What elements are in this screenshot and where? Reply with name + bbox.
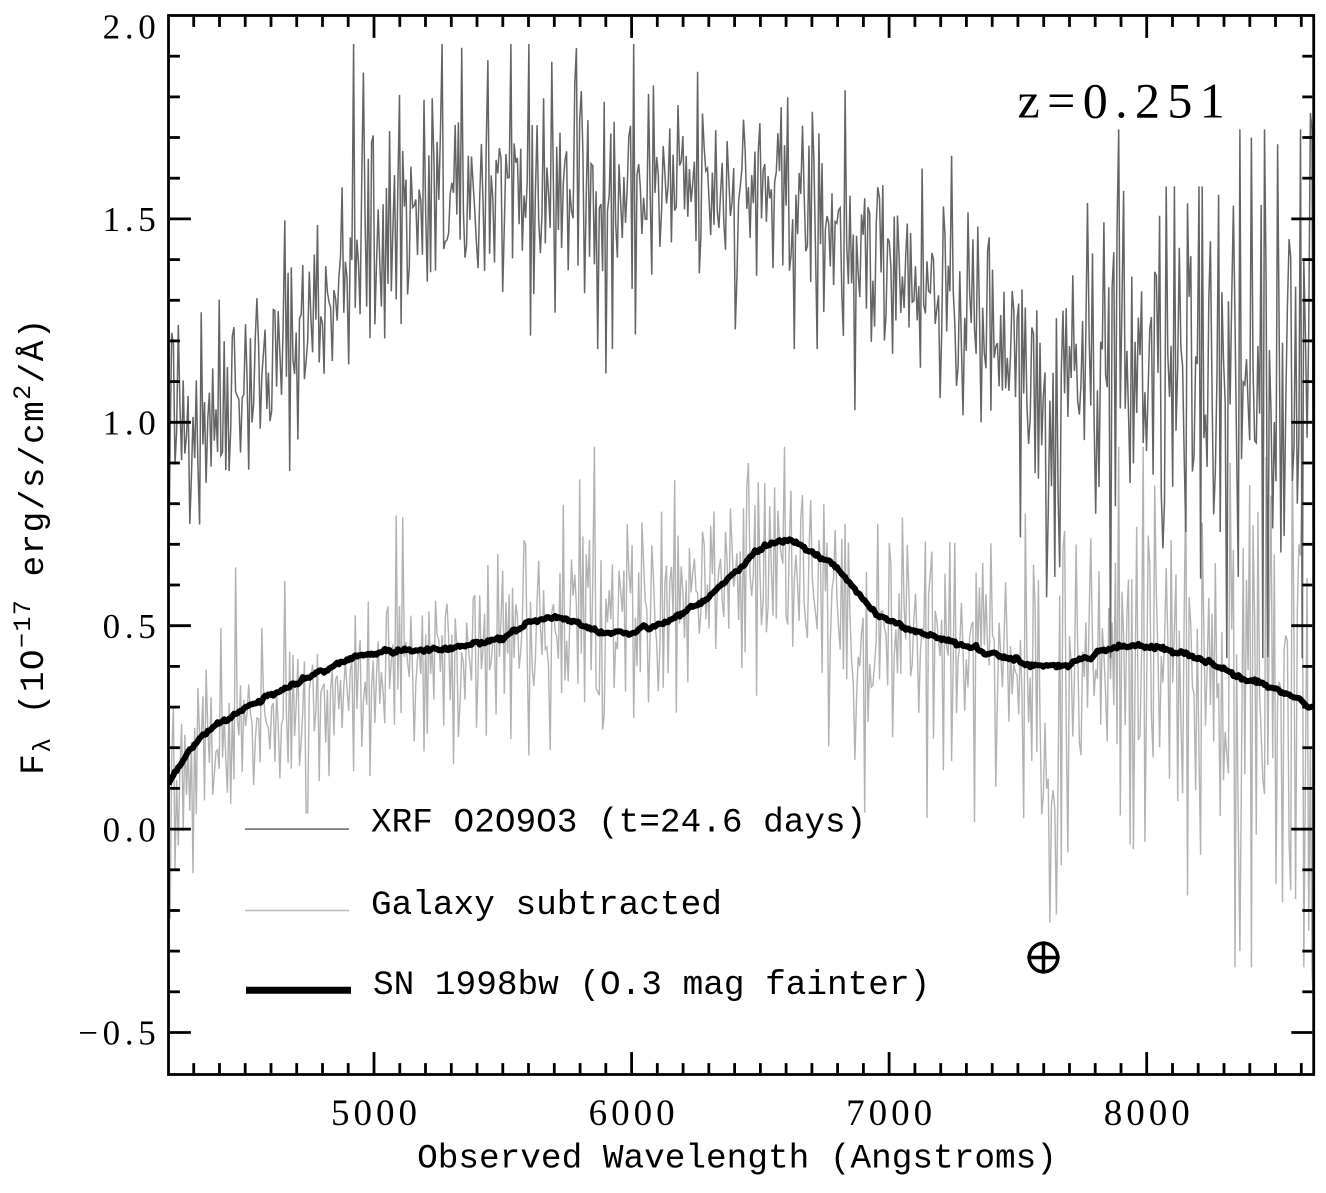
svg-text:8000: 8000 (1104, 1093, 1194, 1134)
svg-text:6000: 6000 (589, 1093, 679, 1134)
svg-text:1.5: 1.5 (103, 200, 161, 239)
svg-text:2.0: 2.0 (103, 8, 161, 47)
svg-text:SN 1998bw (O.3 mag fainter): SN 1998bw (O.3 mag fainter) (373, 966, 930, 1005)
svg-text:XRF O2O9O3 (t=24.6 days): XRF O2O9O3 (t=24.6 days) (371, 804, 866, 843)
svg-text:5000: 5000 (331, 1093, 421, 1134)
svg-text:Galaxy subtracted: Galaxy subtracted (371, 886, 722, 925)
svg-text:0.0: 0.0 (103, 810, 161, 849)
svg-text:z=0.251: z=0.251 (1018, 73, 1233, 129)
svg-text:−0.5: −0.5 (78, 1014, 160, 1053)
svg-text:Observed Wavelength (Angstroms: Observed Wavelength (Angstroms) (417, 1140, 1057, 1179)
svg-text:0.5: 0.5 (103, 607, 161, 646)
svg-text:1.0: 1.0 (103, 404, 161, 443)
svg-text:7000: 7000 (846, 1093, 936, 1134)
